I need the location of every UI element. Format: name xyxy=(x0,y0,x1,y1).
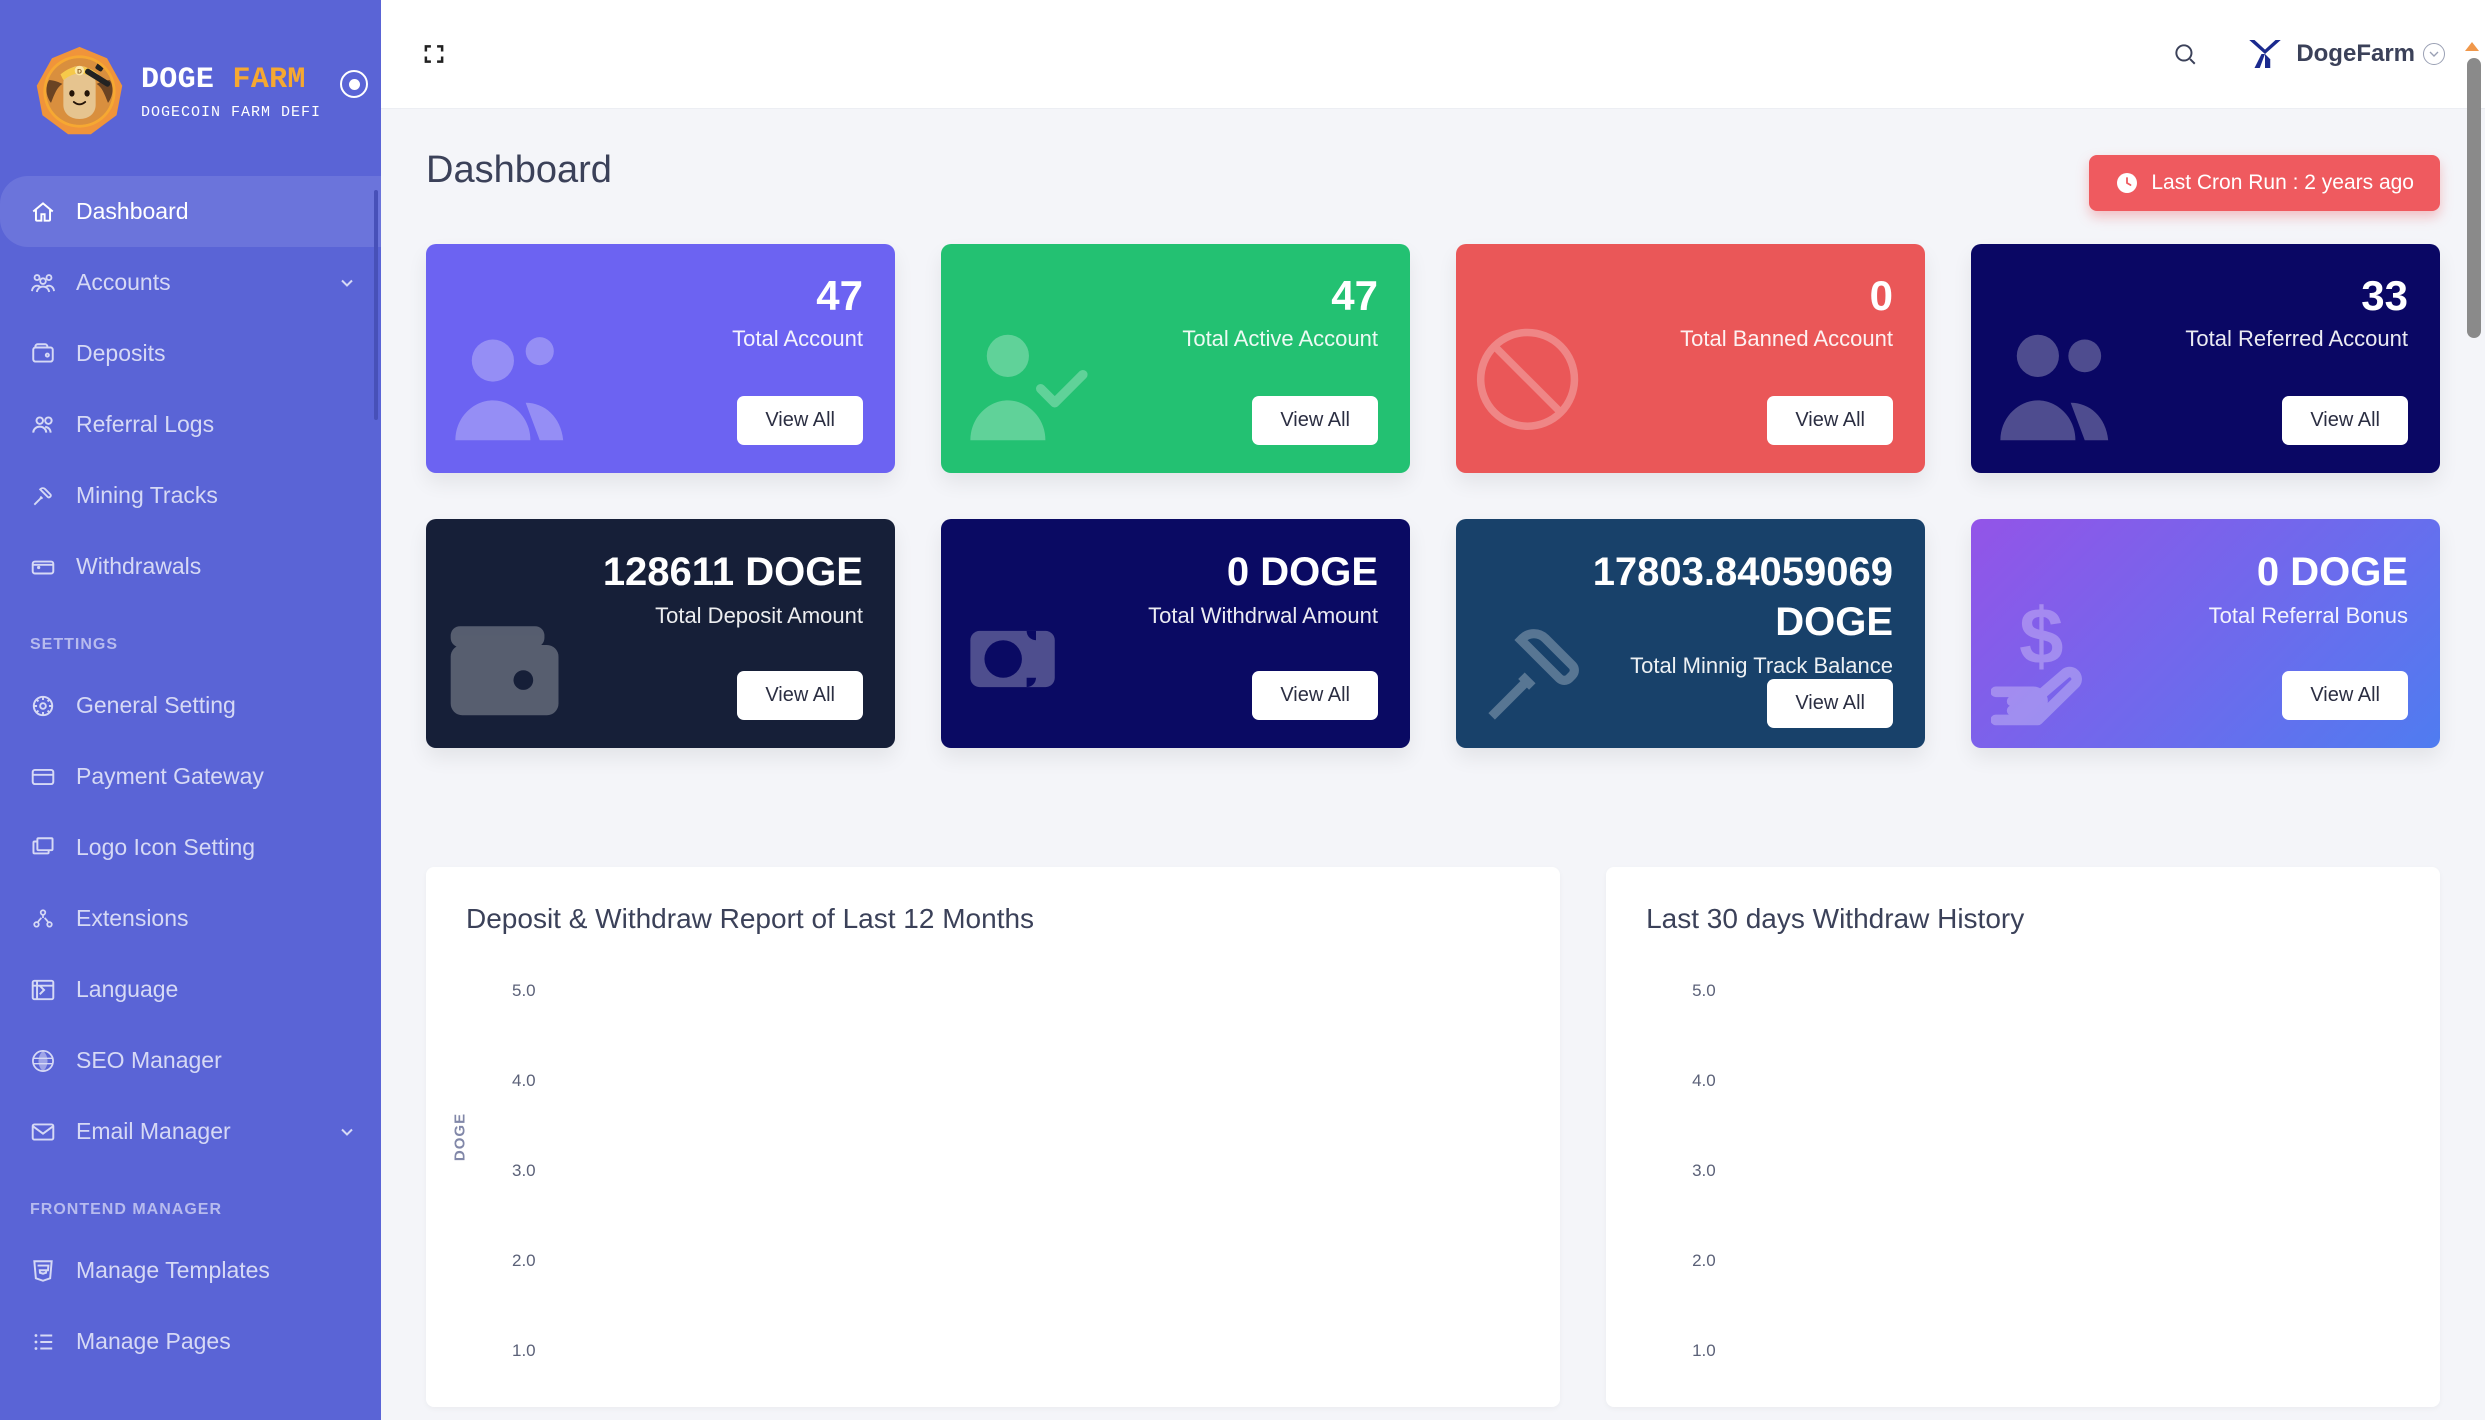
svg-text:D: D xyxy=(77,68,82,75)
